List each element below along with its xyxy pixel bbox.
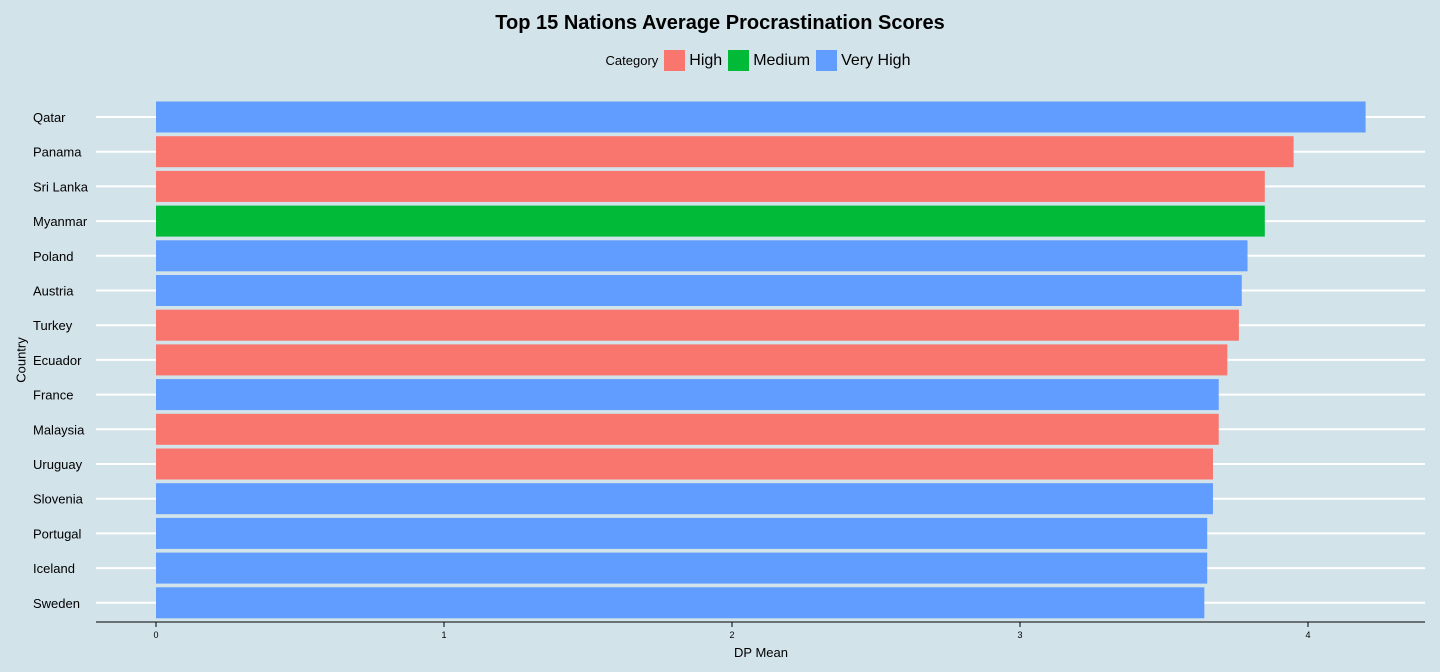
x-tick-label: 4: [1305, 630, 1310, 640]
bar: [156, 413, 1219, 445]
y-tick-label: Poland: [33, 249, 73, 264]
x-tick-label: 2: [729, 630, 734, 640]
bar: [156, 587, 1205, 619]
bar: [156, 448, 1213, 480]
bar: [156, 101, 1366, 133]
bar: [156, 136, 1294, 168]
legend-title: Category: [605, 53, 659, 68]
y-tick-label: Sweden: [33, 596, 80, 611]
y-tick-label: Austria: [33, 284, 74, 299]
y-axis-label: Country: [13, 337, 29, 383]
y-tick-label: Uruguay: [33, 457, 83, 472]
legend-key-medium: [728, 50, 750, 71]
legend: Category High Medium Very High: [0, 50, 1440, 71]
legend-label-very-high: Very High: [841, 51, 911, 69]
y-tick-label: Sri Lanka: [33, 179, 89, 194]
legend-item-very-high: Very High: [816, 50, 910, 71]
y-tick-label: Turkey: [33, 318, 73, 333]
x-tick-label: 1: [441, 630, 446, 640]
bar: [156, 309, 1239, 341]
x-axis-label: DP Mean: [734, 645, 788, 660]
bar: [156, 379, 1219, 411]
x-tick-label: 0: [153, 630, 158, 640]
y-tick-label: Slovenia: [33, 492, 84, 507]
y-tick-label: France: [33, 388, 73, 403]
bar: [156, 205, 1265, 237]
legend-item-high: High: [664, 50, 722, 71]
legend-item-medium: Medium: [728, 50, 810, 71]
legend-key-high: [664, 50, 686, 71]
legend-label-high: High: [689, 51, 723, 69]
bar: [156, 483, 1213, 515]
bar: [156, 552, 1208, 584]
y-tick-label: Qatar: [33, 110, 66, 125]
y-tick-label: Ecuador: [33, 353, 82, 368]
bar: [156, 344, 1228, 376]
y-tick-label: Panama: [33, 145, 82, 160]
y-tick-label: Malaysia: [33, 422, 85, 437]
x-tick-label: 3: [1017, 630, 1022, 640]
y-tick-label: Portugal: [33, 526, 82, 541]
bar: [156, 275, 1242, 306]
bar: [156, 240, 1248, 272]
chart-title: Top 15 Nations Average Procrastination S…: [495, 12, 945, 34]
y-tick-label: Myanmar: [33, 214, 88, 229]
bar: [156, 170, 1265, 202]
bar: [156, 517, 1208, 549]
y-tick-label: Iceland: [33, 561, 75, 576]
legend-key-very-high: [816, 50, 838, 71]
legend-label-medium: Medium: [753, 51, 811, 69]
